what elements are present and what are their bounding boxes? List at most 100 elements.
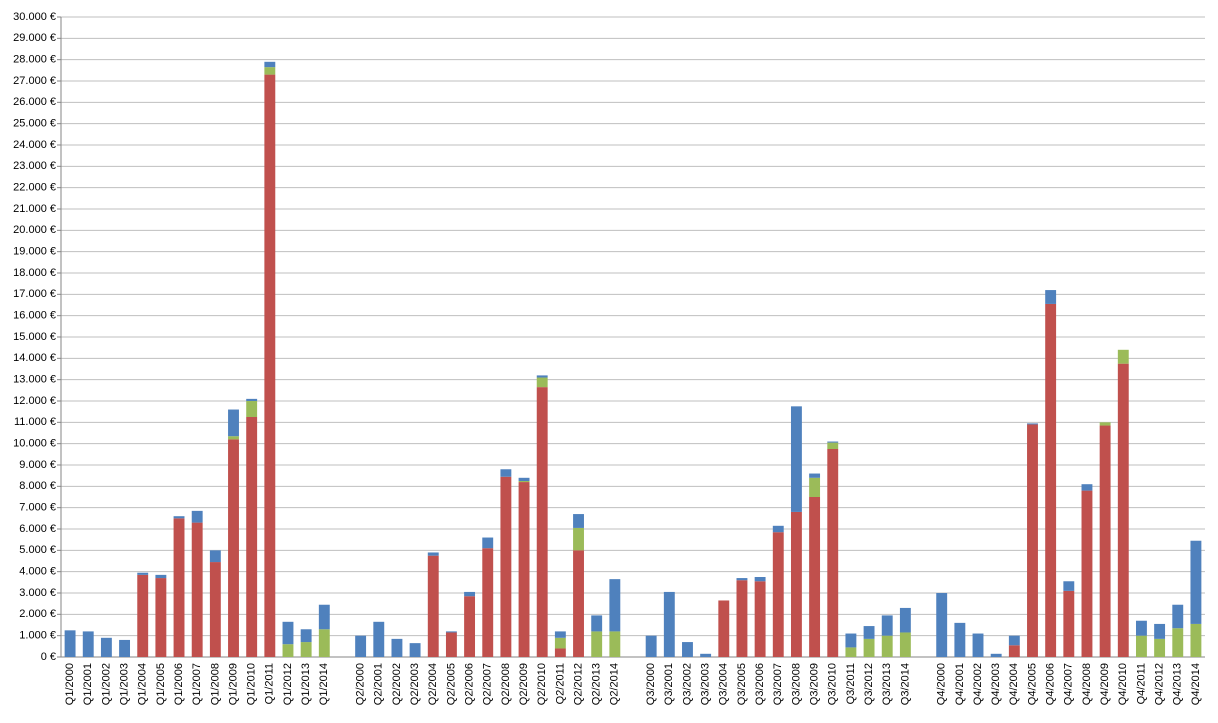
x-tick-label: Q1/2009 bbox=[227, 663, 239, 705]
bar-segment bbox=[209, 562, 221, 657]
bar-segment bbox=[1081, 484, 1093, 491]
bar-segment bbox=[1190, 623, 1202, 657]
x-tick-label: Q2/2009 bbox=[518, 663, 530, 705]
bar-segment bbox=[464, 596, 476, 657]
x-tick-label: Q2/2013 bbox=[591, 663, 603, 705]
y-tick-label: 26.000 € bbox=[13, 96, 56, 108]
bar-segment bbox=[1027, 423, 1038, 425]
bar-segment bbox=[573, 514, 584, 528]
bar-segment bbox=[445, 631, 457, 633]
bar-segment bbox=[827, 441, 839, 443]
bar-segment bbox=[1117, 363, 1129, 657]
bar-segment bbox=[137, 572, 149, 575]
y-tick-label: 3.000 € bbox=[19, 587, 56, 599]
bar-segment bbox=[790, 511, 802, 657]
x-tick-label: Q1/2013 bbox=[300, 663, 312, 705]
bar-segment bbox=[282, 644, 294, 657]
bar-segment bbox=[1008, 645, 1020, 657]
x-tick-label: Q2/2011 bbox=[554, 663, 566, 704]
bar-segment bbox=[464, 591, 476, 597]
x-tick-label: Q4/2007 bbox=[1063, 663, 1075, 705]
bar-segment bbox=[518, 481, 530, 483]
bar-segment bbox=[427, 552, 439, 556]
bar-segment bbox=[990, 653, 1002, 657]
x-tick-label: Q1/2004 bbox=[137, 663, 149, 705]
bar-segment bbox=[191, 522, 203, 657]
bar-segment bbox=[209, 550, 221, 563]
x-tick-label: Q1/2012 bbox=[282, 663, 294, 705]
y-tick-label: 15.000 € bbox=[13, 331, 56, 343]
x-tick-label: Q4/2005 bbox=[1026, 663, 1038, 705]
y-tick-label: 12.000 € bbox=[13, 395, 56, 407]
bar-segment bbox=[318, 604, 330, 630]
x-tick-label: Q3/2013 bbox=[881, 663, 893, 705]
bar-segment bbox=[827, 449, 839, 657]
bar-segment bbox=[536, 387, 548, 657]
x-tick-label: Q2/2003 bbox=[409, 663, 421, 705]
bar-segment bbox=[191, 510, 203, 523]
bar-segment bbox=[809, 477, 821, 497]
x-tick-label: Q3/2009 bbox=[808, 663, 820, 705]
bar-segment bbox=[155, 574, 167, 579]
bar-segment bbox=[863, 626, 875, 639]
x-tick-label: Q3/2011 bbox=[845, 663, 857, 704]
bar-segment bbox=[318, 629, 330, 657]
bar-segment bbox=[173, 518, 185, 657]
bar-segment bbox=[155, 578, 167, 657]
y-tick-label: 18.000 € bbox=[13, 267, 56, 279]
x-tick-label: Q4/2003 bbox=[990, 663, 1002, 705]
bar-segment bbox=[1154, 638, 1166, 657]
x-tick-label: Q4/2014 bbox=[1190, 663, 1202, 705]
y-tick-label: 4.000 € bbox=[19, 566, 56, 578]
bar-segment bbox=[591, 615, 603, 632]
bar-segment bbox=[754, 577, 766, 582]
x-tick-label: Q1/2001 bbox=[82, 663, 94, 705]
bar-segment bbox=[300, 629, 312, 643]
bar-segment bbox=[899, 632, 911, 657]
x-tick-label: Q2/2008 bbox=[500, 663, 512, 705]
bar-segment bbox=[1135, 620, 1147, 636]
x-tick-label: Q3/2007 bbox=[772, 663, 784, 705]
y-tick-label: 10.000 € bbox=[13, 438, 56, 450]
y-tick-label: 27.000 € bbox=[13, 75, 56, 87]
bar-segment bbox=[137, 574, 149, 657]
x-tick-label: Q3/2002 bbox=[681, 663, 693, 705]
bar-segment bbox=[300, 642, 312, 657]
x-tick-label: Q3/2001 bbox=[663, 663, 675, 705]
y-tick-label: 7.000 € bbox=[19, 502, 56, 514]
bar-segment bbox=[64, 630, 76, 657]
bar-segment bbox=[500, 469, 512, 477]
bar-segment bbox=[809, 497, 821, 657]
bar-segment bbox=[518, 482, 530, 657]
x-tick-label: Q1/2000 bbox=[64, 663, 76, 705]
bar-segment bbox=[881, 635, 893, 657]
x-tick-label: Q4/2012 bbox=[1154, 663, 1166, 705]
x-tick-label: Q3/2014 bbox=[899, 663, 911, 705]
x-tick-label: Q4/2000 bbox=[936, 663, 948, 705]
x-tick-label: Q3/2010 bbox=[827, 663, 839, 705]
bar-segment bbox=[845, 647, 857, 657]
x-tick-label: Q1/2010 bbox=[246, 663, 258, 705]
bar-segment bbox=[1135, 635, 1147, 657]
x-tick-label: Q4/2006 bbox=[1045, 663, 1057, 705]
bar-segment bbox=[264, 74, 276, 658]
x-tick-label: Q3/2005 bbox=[736, 663, 748, 705]
bar-segment bbox=[972, 633, 984, 657]
x-tick-label: Q3/2006 bbox=[754, 663, 766, 705]
y-tick-label: 25.000 € bbox=[13, 118, 56, 130]
bar-segment bbox=[246, 401, 258, 417]
bar-segment bbox=[1099, 425, 1111, 657]
bar-segment bbox=[536, 377, 548, 388]
x-tick-label: Q4/2002 bbox=[972, 663, 984, 705]
x-tick-label: Q2/2014 bbox=[609, 663, 621, 705]
bar-segment bbox=[264, 61, 276, 68]
bar-segment bbox=[119, 639, 131, 657]
bar-segment bbox=[282, 621, 294, 645]
bar-segment bbox=[246, 417, 258, 657]
x-tick-label: Q2/2007 bbox=[482, 663, 494, 705]
y-tick-label: 19.000 € bbox=[13, 246, 56, 258]
bar-segment bbox=[881, 615, 893, 636]
y-tick-label: 1.000 € bbox=[19, 630, 56, 642]
bar-segment bbox=[1117, 349, 1129, 364]
bar-segment bbox=[554, 637, 566, 649]
